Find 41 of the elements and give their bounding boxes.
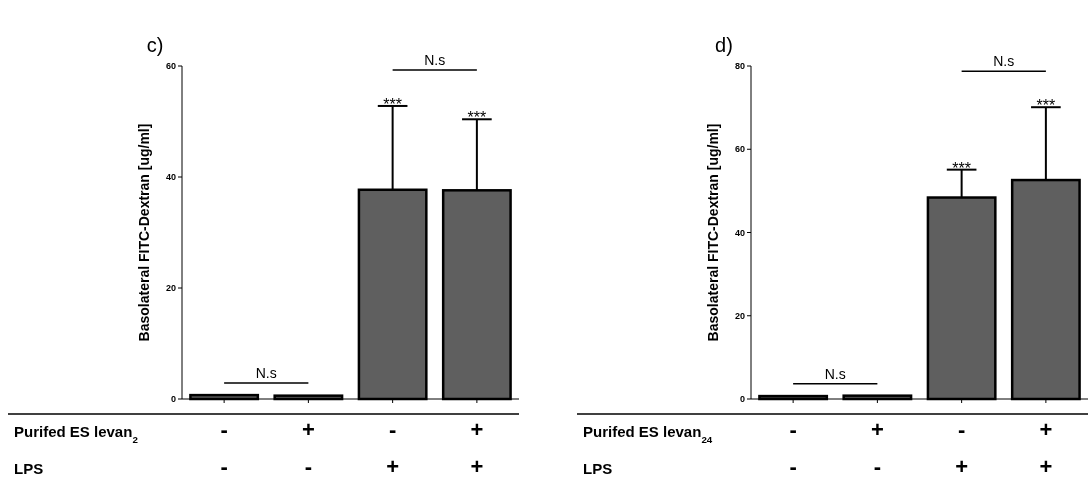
y-tick-label: 40 bbox=[734, 227, 745, 238]
text: + bbox=[470, 417, 484, 442]
text: - bbox=[789, 454, 797, 479]
annotation: N.s bbox=[424, 51, 446, 68]
text: + bbox=[870, 417, 884, 442]
text: - bbox=[873, 454, 882, 479]
text: Purifed ES levan$_{2}$ bbox=[14, 423, 139, 445]
text: - bbox=[220, 417, 228, 442]
text: - bbox=[388, 417, 397, 442]
y-tick-label: 20 bbox=[165, 283, 176, 294]
y-tick-label: 40 bbox=[165, 172, 176, 183]
y-tick-label: 0 bbox=[739, 394, 745, 405]
text: + bbox=[1039, 417, 1053, 442]
text: + bbox=[1039, 454, 1053, 479]
chart-title: c) bbox=[146, 34, 164, 56]
text: - bbox=[304, 454, 313, 479]
text: - bbox=[220, 454, 228, 479]
annotation: N.s bbox=[255, 365, 277, 382]
text: + bbox=[955, 454, 969, 479]
y-tick-label: 60 bbox=[734, 144, 745, 155]
y-tick-label: 60 bbox=[165, 61, 176, 72]
y-axis-title: Basolateral FITC-Dextran [ug/ml] bbox=[136, 123, 152, 342]
text: LPS bbox=[14, 460, 44, 477]
y-tick-label: 80 bbox=[734, 61, 745, 72]
text: Purifed ES levan$_{24}$ bbox=[583, 423, 713, 445]
y-tick-label: 20 bbox=[734, 310, 745, 321]
text: LPS bbox=[583, 460, 613, 477]
y-tick-label: 0 bbox=[170, 394, 176, 405]
annotation: N.s bbox=[824, 365, 846, 382]
annotation: *** bbox=[467, 109, 487, 127]
chart-title: d) bbox=[715, 34, 733, 56]
annotation: N.s bbox=[993, 53, 1015, 70]
text: + bbox=[470, 454, 484, 479]
text: + bbox=[301, 417, 315, 442]
text: - bbox=[957, 417, 966, 442]
y-axis-title: Basolateral FITC-Dextran [ug/ml] bbox=[705, 123, 721, 342]
annotation: *** bbox=[952, 159, 971, 177]
annotation: *** bbox=[383, 95, 402, 113]
text: - bbox=[789, 417, 797, 442]
annotation: *** bbox=[1036, 97, 1056, 115]
text: + bbox=[386, 454, 400, 479]
